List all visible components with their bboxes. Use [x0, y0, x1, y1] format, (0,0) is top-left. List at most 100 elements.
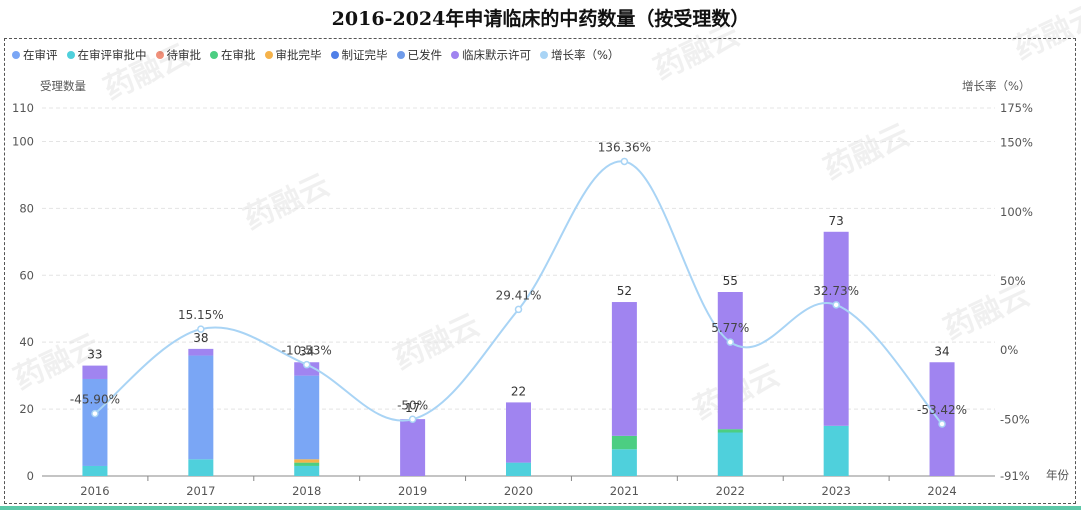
growth-line — [94, 160, 943, 425]
legend-swatch-icon — [12, 51, 20, 59]
bar-segment — [82, 378, 108, 466]
y2-tick-label: 50% — [1000, 274, 1026, 288]
bar-segment — [823, 425, 849, 476]
y-tick-label: 100 — [12, 134, 34, 148]
y-tick-label: 60 — [19, 268, 34, 282]
bar-segment — [188, 355, 214, 460]
bar-segment — [611, 449, 637, 476]
bar-total-label: 34 — [299, 344, 314, 358]
legend-label: 待审批 — [166, 48, 202, 62]
bar-segment — [294, 375, 320, 460]
growth-point — [832, 301, 840, 309]
legend-swatch-icon — [210, 51, 218, 59]
x-tick-label: 2021 — [610, 484, 639, 498]
growth-point — [197, 325, 205, 333]
legend-item[interactable]: 在审评审批中 — [66, 46, 147, 64]
legend-swatch-icon — [155, 51, 164, 59]
legend-item[interactable]: 制证完毕 — [330, 46, 388, 64]
legend-item[interactable]: 待审批 — [155, 46, 202, 64]
legend-swatch-icon — [396, 51, 405, 59]
bar-total-label: 33 — [87, 348, 102, 362]
y2-tick-label: -50% — [1000, 412, 1030, 426]
legend-item[interactable]: 审批完毕 — [264, 46, 322, 64]
bar-segment — [717, 292, 743, 430]
bar-segment — [611, 435, 637, 450]
x-tick-label: 2022 — [716, 484, 745, 498]
x-tick-label: 2023 — [822, 484, 851, 498]
bar-segment — [717, 432, 743, 476]
bar-segment — [188, 348, 214, 356]
bar-segment — [717, 429, 743, 433]
y2-axis-title: 增长率（%） — [962, 79, 1030, 93]
bar-segment — [506, 402, 531, 463]
bar-segment — [506, 462, 531, 476]
bar-segment — [929, 362, 955, 476]
growth-point — [514, 305, 523, 314]
watermark-logo: 药融云 — [1009, 0, 1081, 67]
x-tick-label: 2024 — [927, 484, 956, 498]
bar-segment — [82, 365, 108, 379]
bar-total-label: 52 — [617, 284, 632, 298]
growth-point — [91, 409, 99, 418]
legend-swatch-icon — [264, 51, 273, 59]
legend-item[interactable]: 已发件 — [396, 46, 443, 64]
y-tick-label: 0 — [27, 469, 34, 483]
legend-label: 在审评 — [23, 48, 58, 62]
watermark-logo: 药融云 — [99, 37, 195, 107]
bar-total-label: 34 — [934, 344, 949, 358]
legend-label: 在审评审批中 — [77, 48, 147, 62]
bar-segment — [188, 459, 214, 476]
chart-legend: 在审评 在审评审批中 待审批 在审批 审批完毕 制证完毕 已发件 临床默示许可 增长率（%） — [12, 46, 619, 64]
y2-tick-label: 0% — [1000, 343, 1018, 357]
legend-item[interactable]: 临床默示许可 — [451, 46, 531, 64]
watermark-logo: 药融云 — [819, 117, 915, 187]
x-tick-label: 2019 — [398, 484, 427, 498]
legend-item[interactable]: 在审批 — [210, 46, 256, 64]
bar-segment — [611, 302, 637, 436]
legend-label: 已发件 — [407, 48, 443, 62]
y-tick-label: 80 — [19, 201, 34, 215]
y-axis-title: 受理数量 — [40, 79, 86, 93]
legend-label: 制证完毕 — [341, 48, 388, 62]
bar-total-label: 17 — [405, 401, 420, 415]
x-tick-label: 2017 — [186, 484, 215, 498]
y-tick-label: 20 — [19, 402, 34, 416]
growth-label: -50% — [397, 398, 428, 412]
bar-segment — [294, 362, 320, 376]
legend-label: 在审批 — [221, 48, 256, 62]
growth-label: -10.53% — [282, 344, 332, 358]
growth-point — [938, 420, 946, 428]
growth-label: 136.36% — [598, 140, 651, 154]
bar-segment — [294, 465, 320, 476]
bar-total-label: 22 — [511, 384, 526, 398]
growth-label: -53.42% — [917, 403, 967, 417]
growth-label: 32.73% — [813, 284, 859, 298]
bar-segment — [294, 462, 320, 466]
legend-swatch-icon — [330, 51, 339, 59]
bottom-accent-line — [0, 506, 1081, 510]
watermark-logo: 药融云 — [239, 167, 335, 237]
legend-item[interactable]: 在审评 — [12, 46, 58, 64]
legend-swatch-icon — [66, 51, 75, 59]
legend-label: 增长率（%） — [551, 48, 620, 62]
growth-point — [302, 360, 311, 369]
bar-total-label: 38 — [193, 331, 208, 345]
bar-segment — [400, 419, 426, 476]
legend-item[interactable]: 增长率（%） — [540, 46, 619, 64]
y2-tick-label: 175% — [1000, 101, 1033, 115]
bar-segment — [294, 459, 320, 463]
bar-segment — [82, 465, 108, 476]
growth-point — [620, 157, 629, 166]
growth-label: 15.15% — [178, 308, 224, 322]
growth-label: -45.90% — [70, 393, 120, 407]
watermark-logo: 药融云 — [649, 17, 745, 87]
growth-point — [726, 338, 735, 346]
x-tick-label: 2020 — [504, 484, 533, 498]
watermark-logo: 药融云 — [939, 277, 1035, 347]
y2-tick-label: 150% — [1000, 136, 1033, 150]
bar-total-label: 73 — [829, 214, 844, 228]
legend-swatch-icon — [451, 51, 459, 59]
page-title: 2016-2024年申请临床的中药数量（按受理数） — [331, 8, 750, 30]
growth-label: 5.77% — [711, 321, 749, 335]
x-tick-label: 2016 — [80, 484, 109, 498]
